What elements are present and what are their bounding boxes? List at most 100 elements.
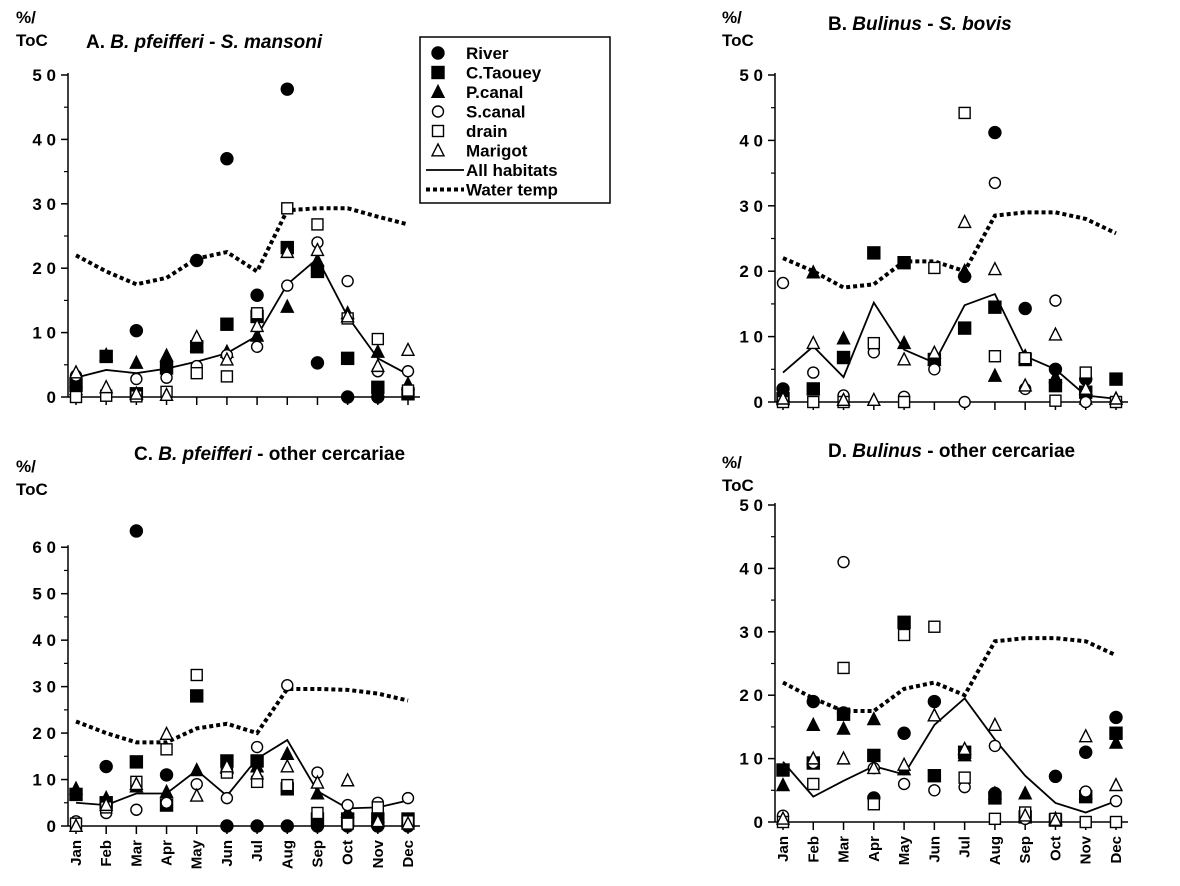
panel-a-marigot-point — [370, 357, 385, 373]
panel-d-c-taouey-point — [927, 769, 942, 783]
panel-a-all-habitats-line — [75, 257, 409, 379]
panel-d-drain-point — [988, 812, 1002, 826]
panel-a-river-point — [340, 390, 355, 404]
panel-b-ytick-label: 2 0 — [739, 262, 763, 281]
panel-d-month-label: Jun — [926, 836, 943, 863]
panel-b-c-taouey-point — [867, 246, 881, 260]
panel-c-month-label: Mar — [128, 840, 145, 867]
panel-d-drain-point — [1109, 815, 1123, 829]
panel-a-ytick-label: 5 0 — [32, 66, 56, 85]
panel-d-title-prefix: D. — [828, 441, 852, 462]
panel-c-marigot-point — [340, 772, 355, 787]
panel-b-ytick-label: 3 0 — [739, 197, 763, 216]
panel-c-marigot-point — [249, 765, 265, 780]
panel-d-drain-point — [807, 777, 820, 791]
panel-b-p-canal-point — [1048, 368, 1063, 384]
panel-b-drain-point — [867, 336, 881, 350]
panel-d-p-canal-point — [866, 711, 881, 726]
panel-a-s-canal-point — [130, 372, 143, 386]
panel-b-c-taouey-point — [1109, 372, 1123, 386]
panel-a-drain-point — [281, 202, 294, 215]
panel-b-marigot-point — [896, 351, 912, 366]
panel-d-marigot-point — [806, 750, 821, 765]
panel-c-title: C. B. pfeifferi - other cercariae — [134, 444, 405, 465]
panel-b-title: B. Bulinus - S. bovis — [828, 14, 1012, 35]
panel-c-month-label: Oct — [340, 840, 357, 865]
panel-a-ylabel: %/ — [16, 8, 36, 27]
panel-c-title-prefix: C. — [134, 444, 158, 465]
panel-d-river-point — [897, 726, 911, 740]
panel-d-month-label: Jul — [957, 836, 974, 858]
panel-d-c-taouey-point — [836, 707, 851, 721]
panel-c-s-canal-point — [250, 740, 264, 754]
panel-b-marigot-point — [1048, 326, 1063, 341]
panel-c-ytick-label: 2 0 — [32, 724, 56, 743]
panel-b-title-part: Bulinus — [852, 14, 922, 35]
panel-a-marigot-point — [219, 351, 235, 366]
panel-c-drain-point — [311, 806, 324, 820]
panel-c-all-habitats-line — [75, 738, 409, 810]
panel-c-s-canal-point — [341, 798, 354, 812]
legend-swatch-river — [431, 46, 445, 60]
panel-a-ylabel: ToC — [16, 31, 48, 50]
panel-a-marigot-point — [129, 385, 144, 400]
panel-d-s-canal-point — [988, 739, 1002, 753]
panel-c-month-label: Dec — [400, 840, 417, 868]
panel-a-c-taouey-point — [310, 264, 325, 279]
panel-c-month-label: Aug — [279, 840, 296, 869]
panel-a-drain-point — [311, 218, 324, 231]
panel-b-marigot-point — [866, 391, 881, 407]
panel-d-month-label: Nov — [1078, 835, 1095, 864]
panel-c-marigot-point — [189, 787, 204, 802]
panel-d-marigot-point — [1018, 807, 1033, 822]
panel-b-c-taouey-point — [897, 255, 911, 270]
panel-d-month-label: Sep — [1017, 836, 1034, 864]
panel-b-water-temp-line — [782, 210, 1117, 290]
panel-d-marigot-point — [1108, 777, 1124, 792]
panel-a-c-taouey-point — [220, 317, 234, 331]
panel-d-ytick-label: 2 0 — [739, 686, 763, 705]
panel-d-ytick-label: 4 0 — [739, 559, 763, 578]
panel-a-marigot-point — [400, 341, 416, 356]
panel-d: 0 1 0 2 0 3 0 4 0 5 0 Jan Feb Mar Apr May Jun Jul Aug… — [722, 441, 1128, 865]
panel-c-p-canal-point — [310, 785, 325, 800]
panel-a-river-point — [129, 323, 144, 338]
panel-a-title-part: S. mansoni — [221, 32, 323, 53]
panel-c-marigot-point — [159, 725, 174, 740]
panel-d-drain-point — [928, 620, 941, 633]
panel-b-river-point — [988, 125, 1002, 140]
panel-c-s-canal-point — [130, 803, 143, 816]
panel-d-title-part: Bulinus — [852, 441, 922, 462]
panel-c-ytick-label: 3 0 — [32, 678, 56, 697]
panel-b-drain-point — [1079, 366, 1092, 379]
panel-d-month-label: Mar — [836, 836, 853, 863]
panel-c-c-taouey-point — [129, 755, 144, 769]
panel-a-marigot-point — [249, 318, 265, 333]
panel-a-drain-point — [220, 370, 234, 383]
panel-a-drain-point — [250, 307, 264, 320]
legend-label-p-canal: P.canal — [466, 83, 523, 102]
panel-d-river-point — [1079, 745, 1093, 759]
panel-c-marigot-point — [280, 758, 295, 773]
panel-a-marigot-point — [68, 364, 84, 379]
panel-d-river-point — [806, 694, 820, 709]
panel-d-month-label: Jan — [775, 836, 792, 862]
panel-c-p-canal-point — [189, 762, 204, 777]
panel-a-s-canal-point — [250, 340, 264, 353]
legend-label-s-canal: S.canal — [466, 103, 526, 122]
panel-a-p-canal-point — [280, 298, 295, 313]
panel-d-month-label: Dec — [1108, 836, 1125, 864]
panel-a-marigot-point — [189, 328, 204, 344]
panel-a-title-part: B. pfeifferi — [110, 32, 204, 53]
panel-d-p-canal-point — [836, 720, 851, 735]
panel-c-s-canal-point — [220, 791, 234, 805]
panel-a-ytick-label: 0 — [47, 388, 56, 407]
panel-a-c-taouey-point — [371, 380, 385, 395]
panel-c-month-label: Jul — [249, 840, 266, 862]
panel-d-marigot-point — [927, 707, 942, 722]
panel-c-p-canal-point — [340, 803, 355, 819]
panel-d-month-label: Aug — [987, 836, 1004, 865]
panel-c-c-taouey-point — [190, 689, 204, 703]
panel-b-all-habitats-line — [782, 292, 1117, 400]
panel-a-ytick-label: 3 0 — [32, 195, 56, 214]
